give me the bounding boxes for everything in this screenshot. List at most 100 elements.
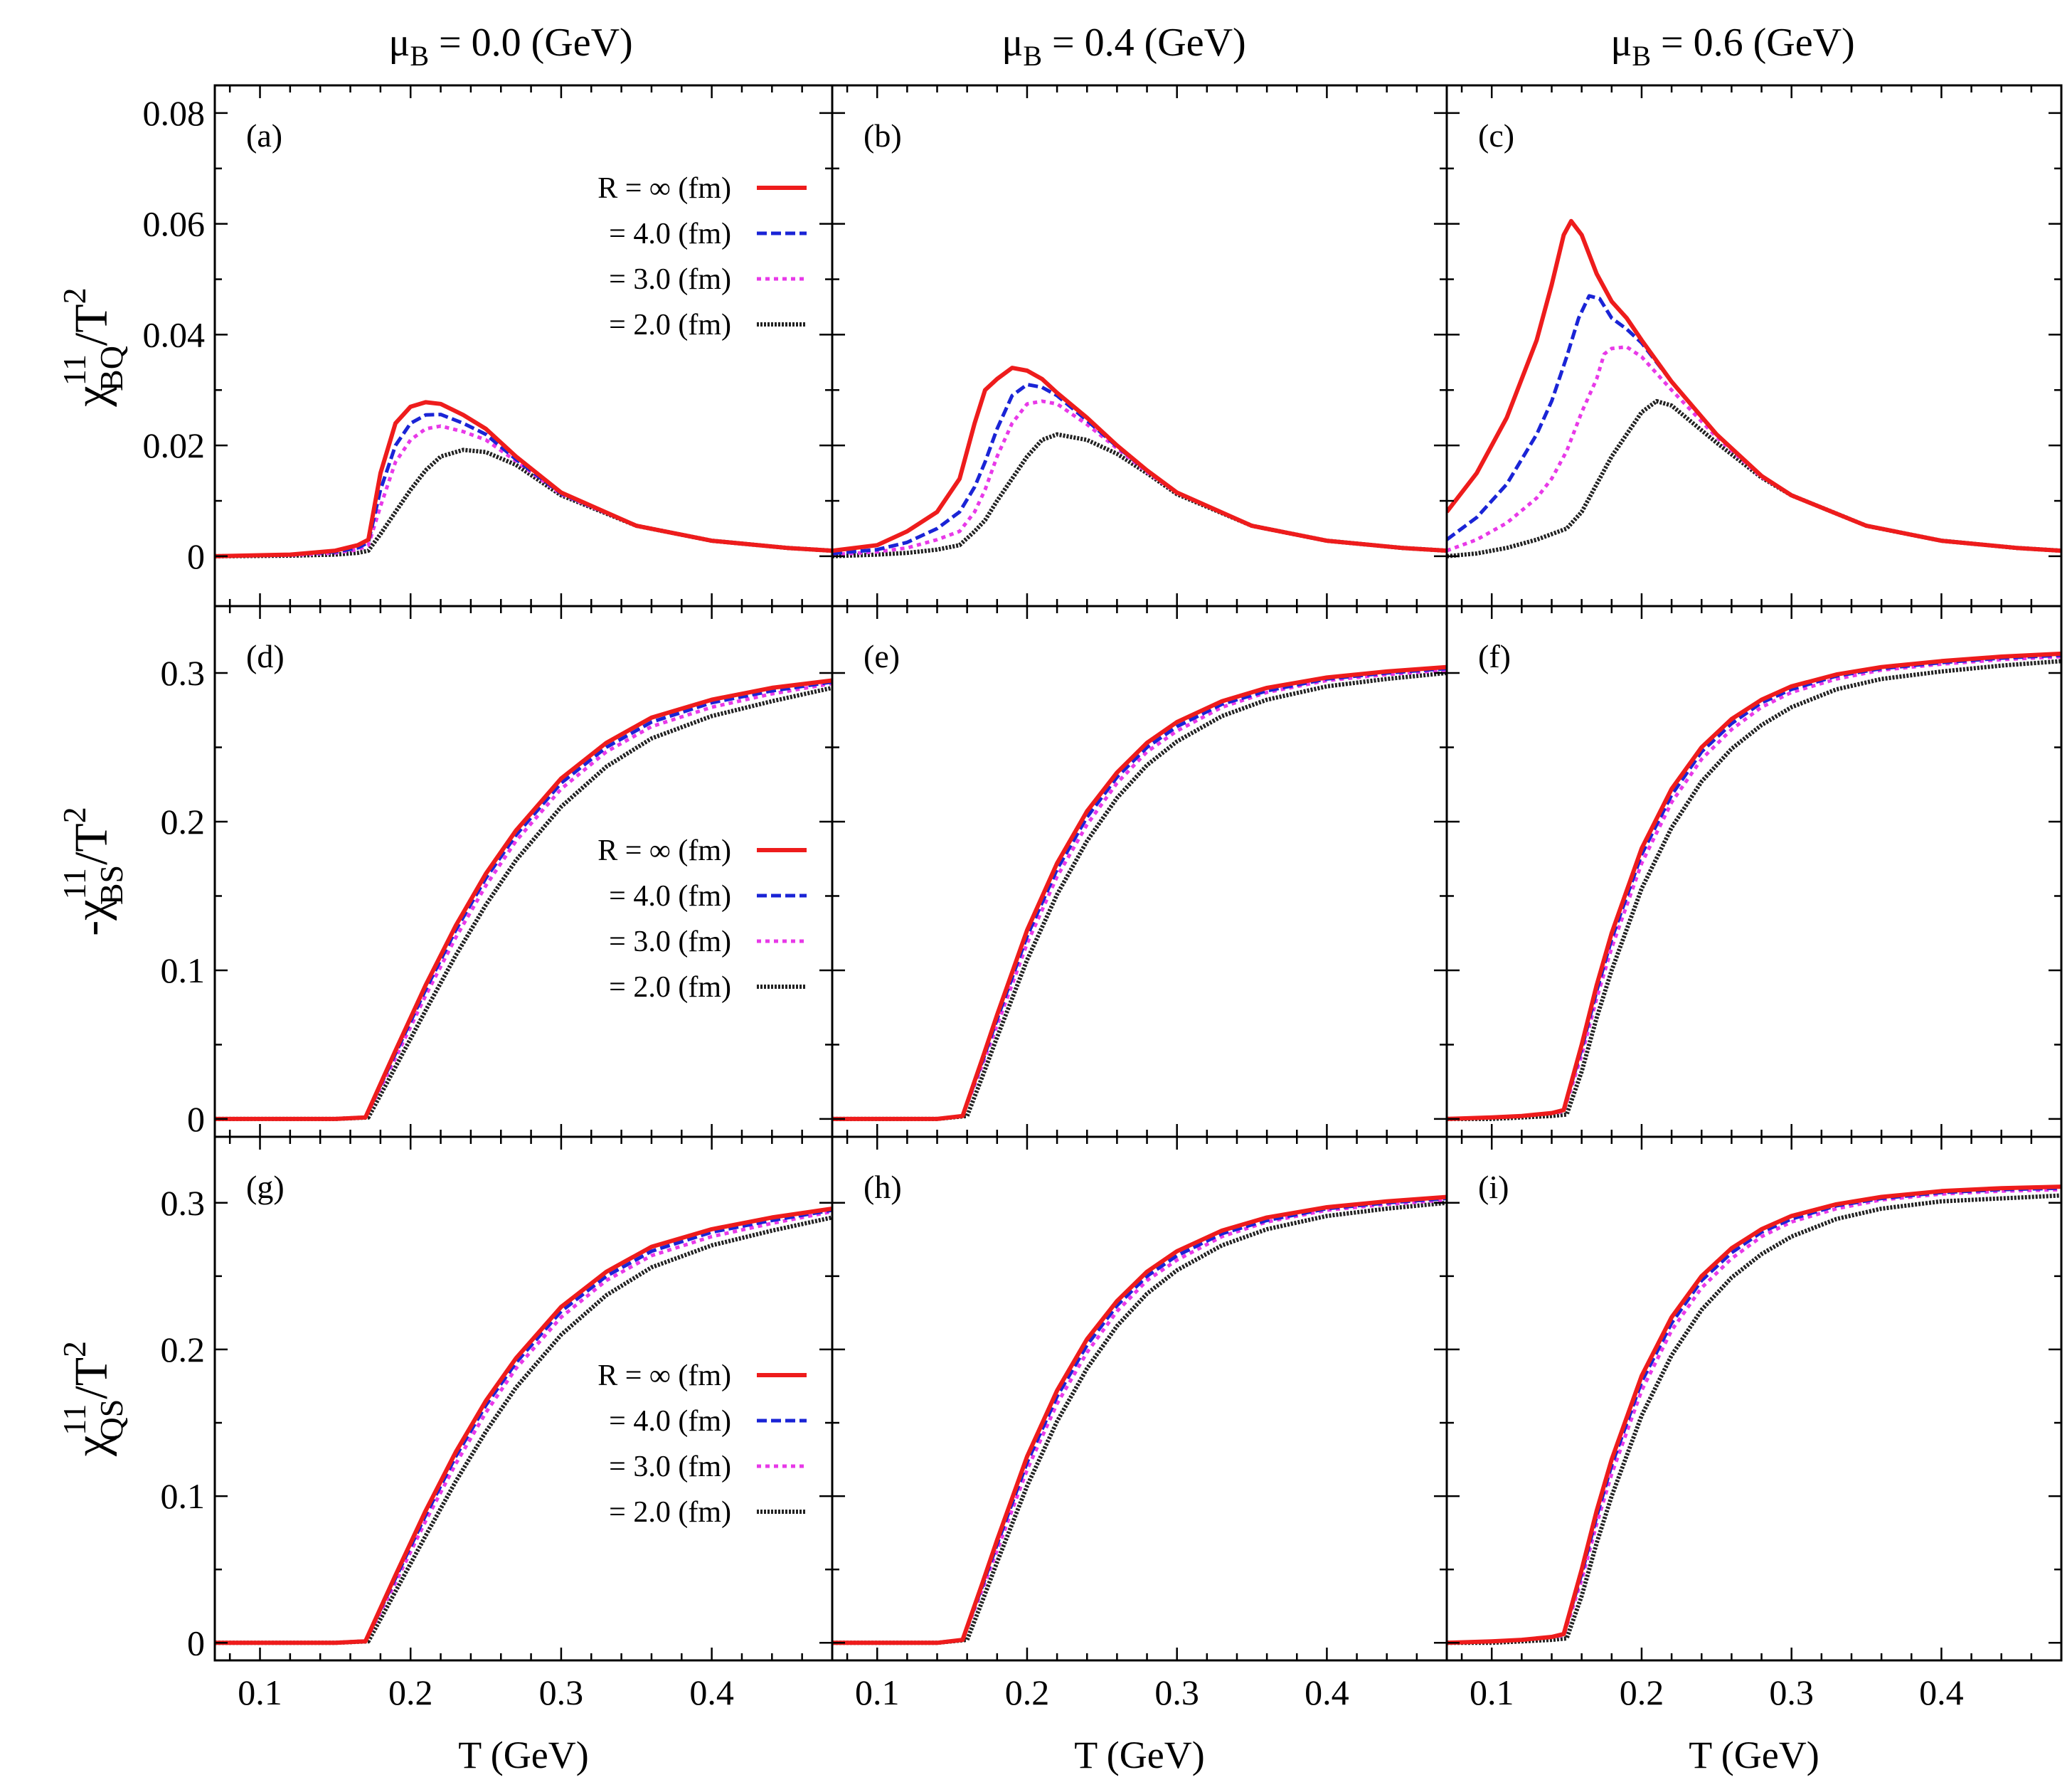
y-axis-label-text: -χ11BS/T2 bbox=[56, 807, 129, 936]
series-group bbox=[1447, 1184, 2061, 1645]
x-axis-label: T (GeV) bbox=[458, 1734, 588, 1776]
y-tick-label: 0.1 bbox=[161, 1476, 206, 1516]
x-tick-label: 0.3 bbox=[539, 1672, 584, 1712]
y-label-rest: /T bbox=[65, 304, 117, 346]
panel-label: (i) bbox=[1478, 1169, 1509, 1205]
series-group bbox=[832, 366, 1447, 558]
y-label-chi: χ bbox=[65, 386, 117, 407]
y-tick-label: 0.06 bbox=[143, 204, 206, 244]
legend-label: = 4.0 (fm) bbox=[609, 218, 731, 250]
y-label-sup: 11 bbox=[56, 868, 92, 899]
series-line-r_inf bbox=[832, 1194, 1447, 1645]
panel-label: (b) bbox=[864, 117, 902, 154]
column-title-mu: μ bbox=[1002, 21, 1023, 65]
legend-label: = 3.0 (fm) bbox=[609, 1451, 731, 1483]
x-tick-label: 0.1 bbox=[855, 1672, 900, 1712]
x-tick-label: 0.4 bbox=[1305, 1672, 1349, 1712]
panel-label: (c) bbox=[1478, 117, 1514, 154]
legend-label: = 2.0 (fm) bbox=[609, 309, 731, 341]
x-tick-label: 0.1 bbox=[238, 1672, 282, 1712]
series-line-r_3 bbox=[215, 682, 832, 1121]
y-tick-label: 0.2 bbox=[161, 1330, 206, 1369]
y-tick-label: 0.3 bbox=[161, 1183, 206, 1223]
column-title-value: = 0.6 (GeV) bbox=[1651, 21, 1855, 65]
column-title-sub: B bbox=[410, 40, 429, 72]
y-label-rest: /T bbox=[65, 1357, 117, 1399]
y-axis-label: χ11QS/T2 bbox=[56, 1341, 129, 1457]
series-line-r_2 bbox=[832, 671, 1447, 1121]
series-group bbox=[215, 400, 832, 558]
legend-label: = 3.0 (fm) bbox=[609, 926, 731, 958]
y-label-sup: 11 bbox=[56, 1404, 92, 1435]
x-tick-label: 0.2 bbox=[388, 1672, 433, 1712]
series-line-r_3 bbox=[215, 424, 832, 558]
panel-label: (a) bbox=[246, 117, 282, 154]
series-line-r_2 bbox=[1447, 1193, 2061, 1645]
series-line-r_3 bbox=[215, 1209, 832, 1645]
x-tick-label: 0.4 bbox=[689, 1672, 734, 1712]
panel-frame bbox=[1445, 1135, 2063, 1662]
panel-label: (d) bbox=[246, 638, 285, 674]
series-group bbox=[215, 1207, 832, 1645]
x-tick-label: 0.4 bbox=[1919, 1672, 1964, 1712]
series-line-r_4 bbox=[832, 383, 1447, 556]
series-line-r_inf bbox=[215, 1207, 832, 1645]
x-tick-label: 0.2 bbox=[1005, 1672, 1050, 1712]
series-line-r_2 bbox=[215, 447, 832, 558]
panel-i bbox=[1445, 1135, 2063, 1662]
legend: R = ∞ (fm) = 4.0 (fm) = 3.0 (fm) = 2.0 (fm) bbox=[597, 172, 807, 341]
y-axis-label-text: χ11BQ/T2 bbox=[56, 287, 129, 407]
column-title-mu: μ bbox=[388, 21, 410, 65]
series-line-r_3 bbox=[1447, 345, 2061, 553]
column-title-mu: μ bbox=[1610, 21, 1632, 65]
column-title-value: = 0.0 (GeV) bbox=[429, 21, 633, 65]
y-label-rest-sup: 2 bbox=[56, 287, 92, 304]
series-group bbox=[832, 1194, 1447, 1645]
series-line-r_inf bbox=[832, 366, 1447, 553]
series-group bbox=[215, 678, 832, 1121]
legend: R = ∞ (fm) = 4.0 (fm) = 3.0 (fm) = 2.0 (fm) bbox=[597, 834, 807, 1004]
y-tick-label: 0.1 bbox=[161, 950, 206, 990]
series-line-r_2 bbox=[215, 685, 832, 1121]
y-label-chi: χ bbox=[65, 1436, 117, 1457]
x-tick-label: 0.3 bbox=[1769, 1672, 1814, 1712]
y-label-sub: QS bbox=[93, 1399, 129, 1441]
series-line-r_inf bbox=[1447, 651, 2061, 1121]
panel-label: (g) bbox=[246, 1169, 285, 1205]
y-tick-label: 0.3 bbox=[161, 653, 206, 693]
y-label-sub: BS bbox=[93, 865, 129, 905]
series-line-r_2 bbox=[1447, 659, 2061, 1121]
y-label-sup: 11 bbox=[56, 354, 92, 386]
y-label-prefix: - bbox=[65, 921, 117, 936]
x-tick-label: 0.2 bbox=[1620, 1672, 1664, 1712]
y-tick-label: 0.04 bbox=[143, 314, 206, 354]
y-axis-label-text: χ11QS/T2 bbox=[56, 1341, 129, 1457]
legend-label: = 3.0 (fm) bbox=[609, 263, 731, 296]
column-title-value: = 0.4 (GeV) bbox=[1042, 21, 1246, 65]
column-title-sub: B bbox=[1632, 40, 1651, 72]
legend-label: R = ∞ (fm) bbox=[597, 1359, 731, 1392]
y-axis-label: -χ11BS/T2 bbox=[56, 807, 129, 936]
series-line-r_inf bbox=[832, 664, 1447, 1121]
column-title: μB = 0.6 (GeV) bbox=[1610, 21, 1854, 72]
y-tick-label: 0 bbox=[187, 536, 205, 576]
series-line-r_inf bbox=[215, 678, 832, 1121]
series-line-r_inf bbox=[215, 400, 832, 558]
y-label-rest-sup: 2 bbox=[56, 1341, 92, 1357]
series-line-r_inf bbox=[1447, 218, 2061, 553]
x-axis-label: T (GeV) bbox=[1689, 1734, 1819, 1776]
series-group bbox=[832, 664, 1447, 1121]
y-label-rest-sup: 2 bbox=[56, 807, 92, 823]
y-tick-label: 0.08 bbox=[143, 93, 206, 133]
column-title-sub: B bbox=[1023, 40, 1042, 72]
legend-label: = 4.0 (fm) bbox=[609, 880, 731, 913]
legend: R = ∞ (fm) = 4.0 (fm) = 3.0 (fm) = 2.0 (fm) bbox=[597, 1359, 807, 1529]
panel-label: (h) bbox=[864, 1169, 902, 1205]
legend-label: = 4.0 (fm) bbox=[609, 1405, 731, 1438]
legend-label: = 2.0 (fm) bbox=[609, 1496, 731, 1529]
series-group bbox=[1447, 651, 2061, 1121]
y-tick-label: 0 bbox=[187, 1099, 205, 1139]
x-tick-label: 0.3 bbox=[1154, 1672, 1199, 1712]
